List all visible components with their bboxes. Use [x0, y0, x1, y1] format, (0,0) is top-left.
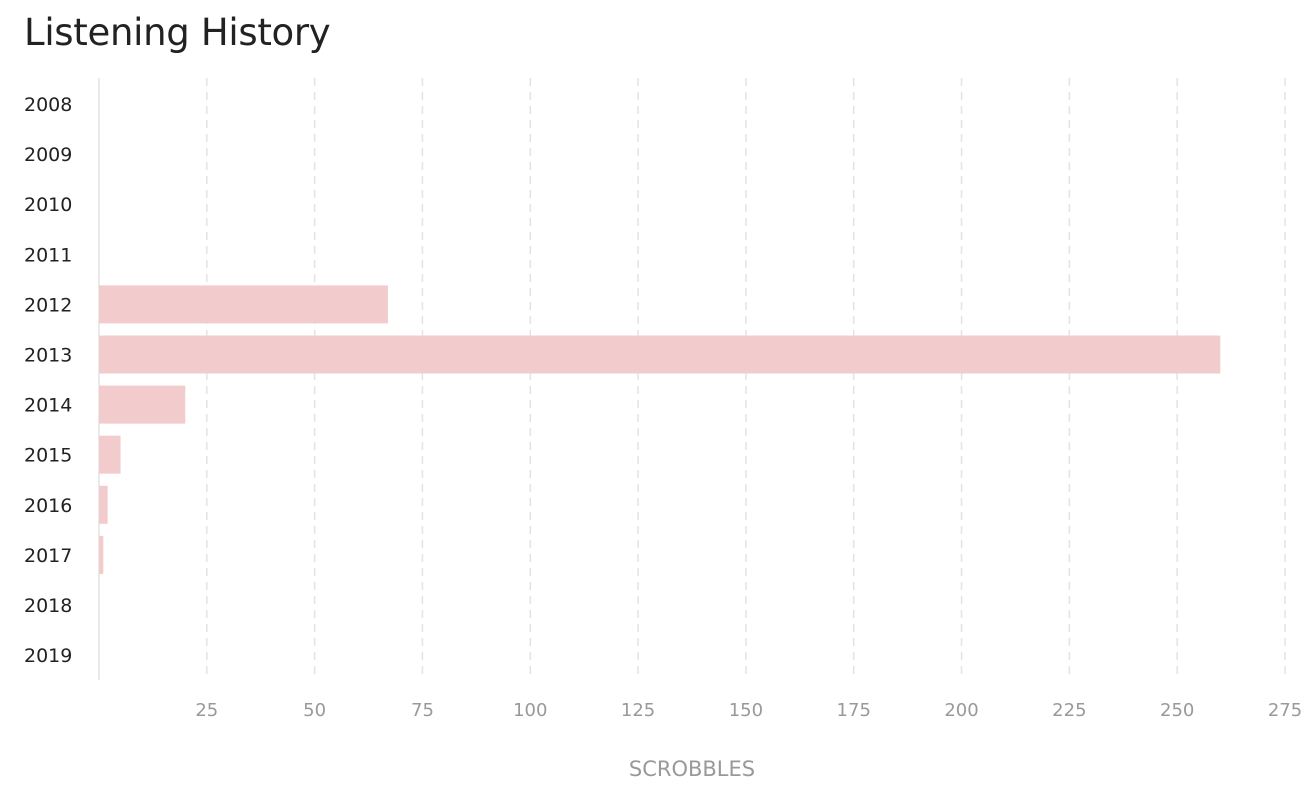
x-tick-label: 250 [1160, 700, 1194, 721]
bar-2014 [99, 385, 186, 424]
year-label: 2010 [24, 194, 72, 216]
x-axis-title: SCROBBLES [629, 757, 755, 781]
x-tick-label: 175 [837, 700, 871, 721]
x-tick-label: 275 [1268, 700, 1302, 721]
year-label: 2018 [24, 595, 72, 617]
x-tick-label: 225 [1052, 700, 1086, 721]
chart-bars [99, 285, 1221, 574]
bar-2012 [99, 285, 388, 324]
year-label: 2008 [24, 94, 72, 116]
year-label: 2017 [24, 545, 72, 567]
year-label: 2014 [24, 395, 72, 417]
x-tick-label: 200 [944, 700, 978, 721]
x-tick-label: 125 [621, 700, 655, 721]
chart-x-tick-labels: 25 50 75 100 125 150 175 200 225 250 275 [195, 700, 1302, 721]
year-label: 2012 [24, 294, 72, 316]
year-label: 2016 [24, 495, 72, 517]
bar-2015 [99, 435, 121, 474]
x-tick-label: 100 [513, 700, 547, 721]
chart-gridlines [98, 78, 1286, 680]
chart-year-labels: 2008 2009 2010 2011 2012 2013 2014 2015 2016 2017… [24, 94, 72, 667]
year-label: 2019 [24, 645, 72, 667]
bar-2013 [99, 335, 1221, 374]
x-tick-label: 50 [303, 700, 326, 721]
x-tick-label: 25 [195, 700, 218, 721]
x-tick-label: 150 [729, 700, 763, 721]
year-label: 2009 [24, 144, 72, 166]
bar-2016 [99, 485, 108, 524]
bar-2017 [99, 535, 104, 574]
year-label: 2015 [24, 445, 72, 467]
year-label: 2013 [24, 345, 72, 367]
page-title: Listening History [24, 11, 331, 54]
year-label: 2011 [24, 244, 72, 266]
x-tick-label: 75 [411, 700, 434, 721]
